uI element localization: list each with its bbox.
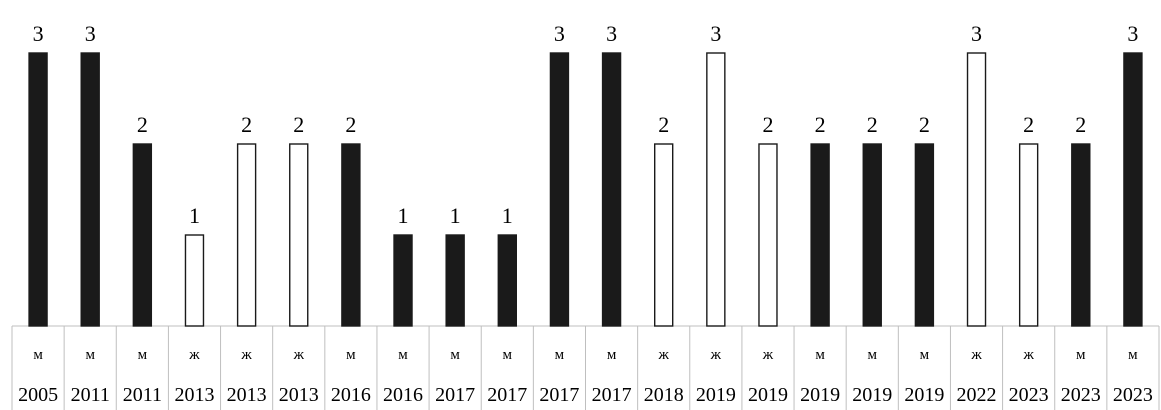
data-label: 1 [450,203,461,228]
year-tick-label: 2017 [592,384,632,406]
bar [132,143,153,327]
bar [28,52,48,327]
sex-tick-label: м [607,347,617,363]
sex-tick-label: ж [1022,347,1034,363]
bar [706,52,726,327]
year-tick-label: 2017 [539,384,579,406]
sex-tick-label: м [815,347,825,363]
bar [1071,143,1091,327]
bar [549,52,570,327]
year-tick-label: 2013 [227,384,267,406]
data-label: 1 [502,203,513,228]
bar [601,52,622,327]
data-label: 2 [241,112,252,137]
data-label: 1 [398,203,409,228]
year-tick-label: 2005 [18,384,58,406]
year-tick-label: 2018 [644,384,684,406]
sex-tick-label: м [920,347,930,363]
data-label: 3 [971,21,982,46]
bar [758,143,778,327]
sex-tick-label: м [1076,347,1086,363]
data-label: 2 [345,112,356,137]
year-tick-label: 2013 [174,384,214,406]
data-label: 2 [762,112,773,137]
year-tick-label: 2016 [331,384,371,406]
year-tick-label: 2023 [1009,384,1049,406]
year-tick-label: 2016 [383,384,423,406]
year-tick-label: 2023 [1113,384,1153,406]
data-label: 3 [710,21,721,46]
bar [654,143,674,327]
data-label: 2 [137,112,148,137]
data-label: 2 [815,112,826,137]
data-label: 3 [606,21,617,46]
sex-tick-label: ж [658,347,670,363]
bar [1123,52,1143,327]
sex-tick-label: м [33,347,43,363]
year-tick-label: 2022 [957,384,997,406]
sex-tick-label: ж [762,347,774,363]
sex-tick-label: м [555,347,565,363]
data-label: 3 [85,21,96,46]
bar [236,143,257,327]
bar [80,52,100,327]
year-tick-label: 2019 [748,384,788,406]
sex-tick-label: ж [710,347,722,363]
data-label: 3 [33,21,44,46]
sex-tick-label: м [503,347,513,363]
data-label: 1 [189,203,200,228]
year-tick-label: 2019 [852,384,892,406]
data-label: 3 [554,21,565,46]
sex-tick-label: м [346,347,356,363]
sex-tick-label: ж [188,347,200,363]
sex-tick-label: м [450,347,460,363]
year-tick-label: 2019 [696,384,736,406]
data-label: 2 [867,112,878,137]
sex-tick-label: ж [293,347,305,363]
year-tick-label: 2013 [279,384,319,406]
bar [966,52,987,327]
year-tick-label: 2011 [123,384,162,406]
bar [289,143,309,327]
year-tick-label: 2019 [800,384,840,406]
year-tick-label: 2019 [904,384,944,406]
data-label: 2 [658,112,669,137]
bar [862,143,882,327]
bar [1018,143,1039,327]
bar [393,234,413,327]
data-label: 2 [293,112,304,137]
year-tick-label: 2017 [435,384,475,406]
bar [810,143,830,327]
sex-tick-label: м [85,347,95,363]
bar [341,143,361,327]
data-label: 2 [919,112,930,137]
data-label: 3 [1127,21,1138,46]
sex-tick-label: м [868,347,878,363]
year-tick-label: 2011 [71,384,110,406]
data-label: 2 [1075,112,1086,137]
sex-tick-label: м [1128,347,1138,363]
sex-tick-label: м [398,347,408,363]
year-tick-label: 2017 [487,384,527,406]
data-label: 2 [1023,112,1034,137]
sex-tick-label: ж [970,347,982,363]
bar [184,234,205,327]
bar [445,234,465,327]
sex-tick-label: м [138,347,148,363]
year-tick-label: 2023 [1061,384,1101,406]
sex-tick-label: ж [240,347,252,363]
bar [914,143,935,327]
bar [497,234,517,327]
